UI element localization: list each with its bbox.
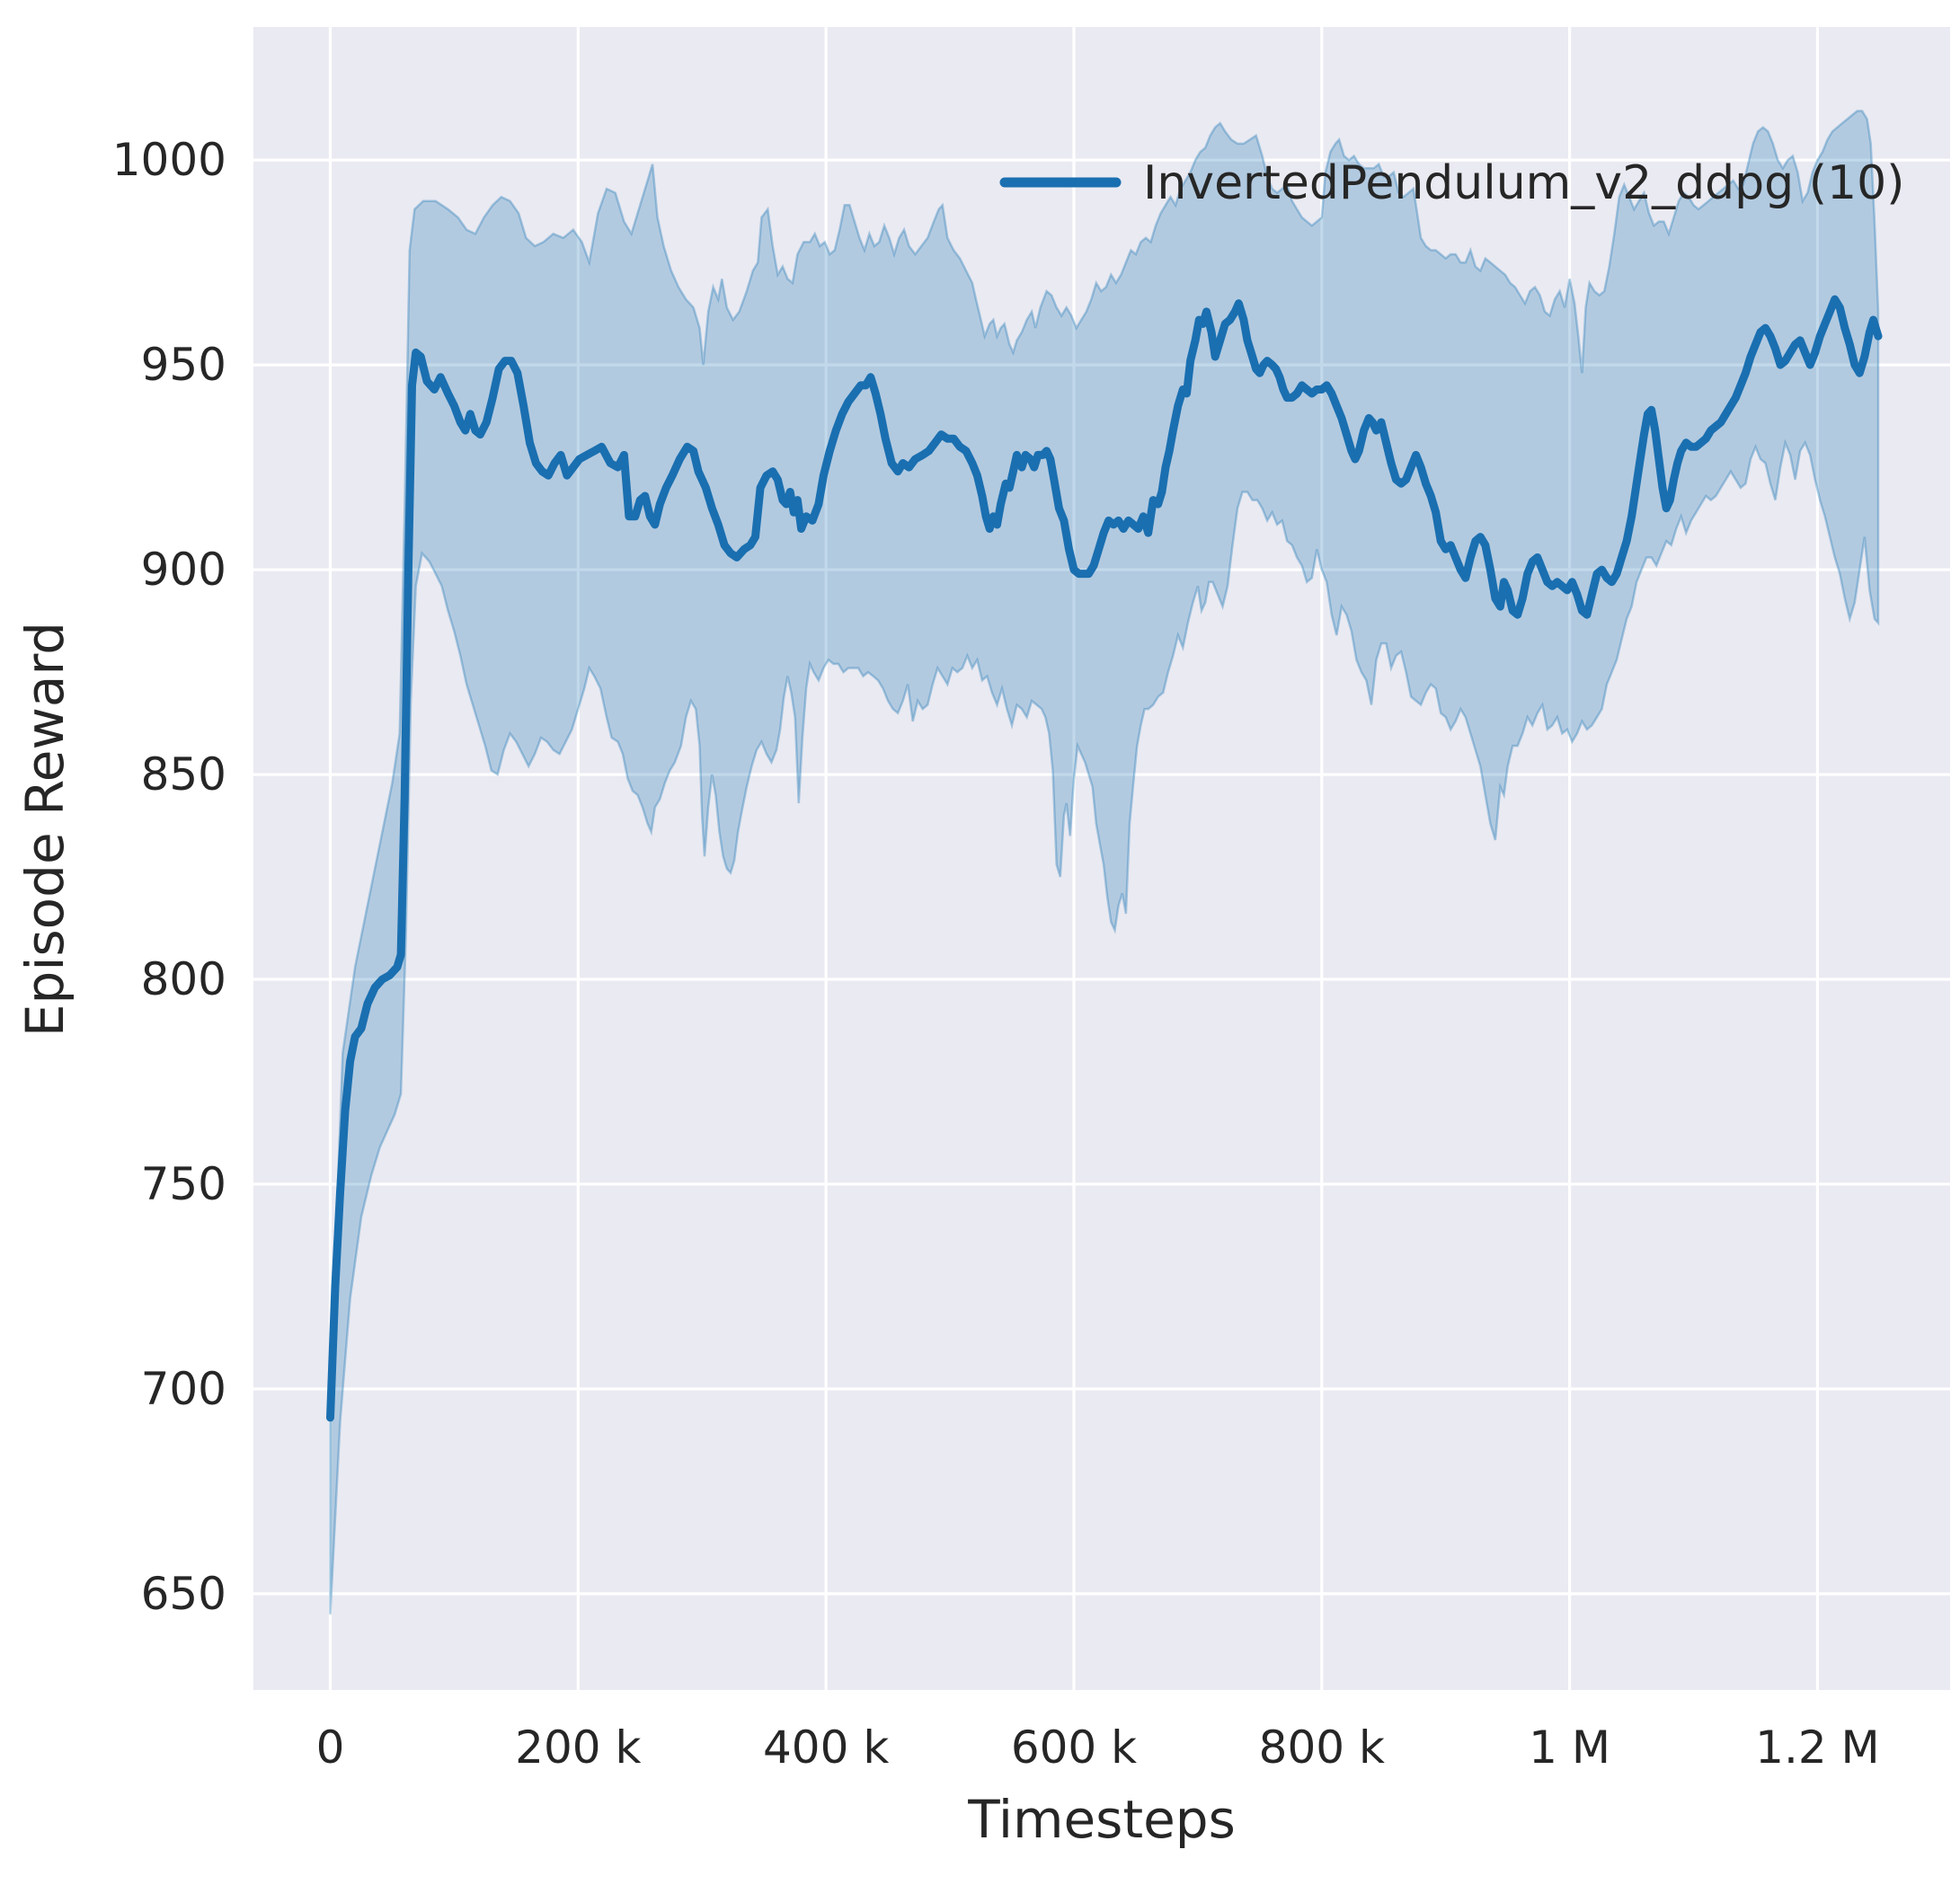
y-axis-label: Episode Reward xyxy=(14,622,75,1037)
x-tick-label: 600 k xyxy=(1011,1721,1137,1774)
x-tick-label: 800 k xyxy=(1259,1721,1385,1774)
x-axis-label: Timesteps xyxy=(967,1789,1236,1850)
y-tick-label: 700 xyxy=(141,1363,226,1415)
x-tick-label: 400 k xyxy=(763,1721,889,1774)
legend-series-label: InvertedPendulum_v2_ddpg (10) xyxy=(1143,156,1904,210)
legend: InvertedPendulum_v2_ddpg (10) xyxy=(999,156,1904,210)
y-tick-label: 1000 xyxy=(112,134,226,186)
gridlines xyxy=(253,27,1950,1690)
confidence-band xyxy=(329,110,1880,1615)
x-tick-label: 200 k xyxy=(515,1721,641,1774)
mean-line xyxy=(326,295,1883,1422)
y-tick-label: 750 xyxy=(141,1158,226,1210)
x-tick-label: 1.2 M xyxy=(1755,1721,1880,1774)
x-tick-label: 0 xyxy=(316,1721,345,1774)
y-tick-label: 800 xyxy=(141,953,226,1005)
y-tick-label: 850 xyxy=(141,748,226,801)
x-tick-label: 1 M xyxy=(1529,1721,1610,1774)
plot-area xyxy=(253,27,1950,1690)
y-tick-label: 950 xyxy=(141,339,226,391)
y-tick-label: 650 xyxy=(141,1568,226,1620)
x-tick-labels: 0 200 k 400 k 600 k 800 k 1 M 1.2 M xyxy=(316,1721,1880,1774)
y-tick-label: 900 xyxy=(141,544,226,596)
y-tick-labels: 650 700 750 800 850 900 950 1000 xyxy=(112,134,226,1620)
